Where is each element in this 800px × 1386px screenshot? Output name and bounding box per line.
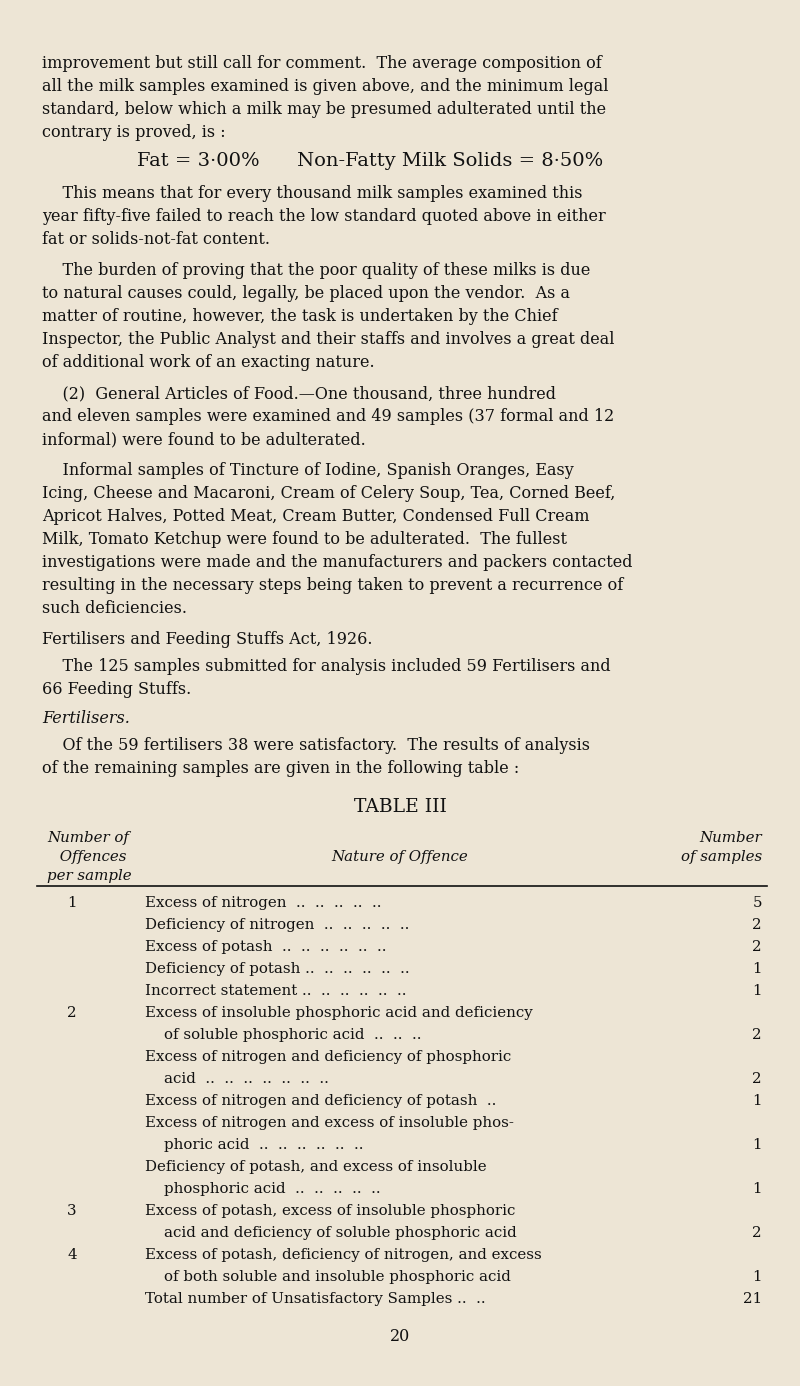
Text: to natural causes could, legally, be placed upon the vendor.  As a: to natural causes could, legally, be pla… (42, 286, 570, 302)
Text: phosphoric acid  ..  ..  ..  ..  ..: phosphoric acid .. .. .. .. .. (145, 1182, 381, 1196)
Text: Excess of nitrogen and deficiency of potash  ..: Excess of nitrogen and deficiency of pot… (145, 1094, 496, 1107)
Text: Excess of potash, excess of insoluble phosphoric: Excess of potash, excess of insoluble ph… (145, 1204, 515, 1218)
Text: Excess of nitrogen and deficiency of phosphoric: Excess of nitrogen and deficiency of pho… (145, 1051, 511, 1064)
Text: Fertilisers and Feeding Stuffs Act, 1926.: Fertilisers and Feeding Stuffs Act, 1926… (42, 631, 373, 649)
Text: 2: 2 (752, 1071, 762, 1087)
Text: matter of routine, however, the task is undertaken by the Chief: matter of routine, however, the task is … (42, 308, 558, 324)
Text: Icing, Cheese and Macaroni, Cream of Celery Soup, Tea, Corned Beef,: Icing, Cheese and Macaroni, Cream of Cel… (42, 485, 615, 502)
Text: 66 Feeding Stuffs.: 66 Feeding Stuffs. (42, 681, 191, 699)
Text: all the milk samples examined is given above, and the minimum legal: all the milk samples examined is given a… (42, 78, 609, 96)
Text: 2: 2 (752, 1028, 762, 1042)
Text: Excess of nitrogen  ..  ..  ..  ..  ..: Excess of nitrogen .. .. .. .. .. (145, 895, 382, 911)
Text: Excess of potash  ..  ..  ..  ..  ..  ..: Excess of potash .. .. .. .. .. .. (145, 940, 386, 954)
Text: year fifty-five failed to reach the low standard quoted above in either: year fifty-five failed to reach the low … (42, 208, 606, 225)
Text: Of the 59 fertilisers 38 were satisfactory.  The results of analysis: Of the 59 fertilisers 38 were satisfacto… (42, 737, 590, 754)
Text: of additional work of an exacting nature.: of additional work of an exacting nature… (42, 353, 374, 371)
Text: resulting in the necessary steps being taken to prevent a recurrence of: resulting in the necessary steps being t… (42, 577, 623, 595)
Text: 21: 21 (743, 1292, 762, 1306)
Text: phoric acid  ..  ..  ..  ..  ..  ..: phoric acid .. .. .. .. .. .. (145, 1138, 363, 1152)
Text: of both soluble and insoluble phosphoric acid: of both soluble and insoluble phosphoric… (145, 1270, 511, 1283)
Text: Fat = 3·00%      Non-Fatty Milk Solids = 8·50%: Fat = 3·00% Non-Fatty Milk Solids = 8·50… (137, 152, 603, 170)
Text: Deficiency of potash ..  ..  ..  ..  ..  ..: Deficiency of potash .. .. .. .. .. .. (145, 962, 410, 976)
Text: standard, below which a milk may be presumed adulterated until the: standard, below which a milk may be pres… (42, 101, 606, 118)
Text: 1: 1 (753, 1182, 762, 1196)
Text: improvement but still call for comment.  The average composition of: improvement but still call for comment. … (42, 55, 602, 72)
Text: (2)  General Articles of Food.—One thousand, three hundred: (2) General Articles of Food.—One thousa… (42, 385, 556, 402)
Text: per sample: per sample (47, 869, 132, 883)
Text: Apricot Halves, Potted Meat, Cream Butter, Condensed Full Cream: Apricot Halves, Potted Meat, Cream Butte… (42, 509, 590, 525)
Text: Excess of potash, deficiency of nitrogen, and excess: Excess of potash, deficiency of nitrogen… (145, 1247, 542, 1263)
Text: 2: 2 (752, 940, 762, 954)
Text: Milk, Tomato Ketchup were found to be adulterated.  The fullest: Milk, Tomato Ketchup were found to be ad… (42, 531, 567, 547)
Text: Total number of Unsatisfactory Samples ..  ..: Total number of Unsatisfactory Samples .… (145, 1292, 486, 1306)
Text: Deficiency of potash, and excess of insoluble: Deficiency of potash, and excess of inso… (145, 1160, 486, 1174)
Text: and eleven samples were examined and 49 samples (37 formal and 12: and eleven samples were examined and 49 … (42, 407, 614, 426)
Text: Fertilisers.: Fertilisers. (42, 710, 130, 728)
Text: Inspector, the Public Analyst and their staffs and involves a great deal: Inspector, the Public Analyst and their … (42, 331, 614, 348)
Text: Nature of Offence: Nature of Offence (332, 850, 468, 863)
Text: Number: Number (699, 832, 762, 845)
Text: Excess of nitrogen and excess of insoluble phos-: Excess of nitrogen and excess of insolub… (145, 1116, 514, 1130)
Text: acid and deficiency of soluble phosphoric acid: acid and deficiency of soluble phosphori… (145, 1227, 517, 1240)
Text: This means that for every thousand milk samples examined this: This means that for every thousand milk … (42, 184, 582, 202)
Text: 2: 2 (752, 1227, 762, 1240)
Text: fat or solids-not-fat content.: fat or solids-not-fat content. (42, 231, 270, 248)
Text: 1: 1 (753, 1094, 762, 1107)
Text: Informal samples of Tincture of Iodine, Spanish Oranges, Easy: Informal samples of Tincture of Iodine, … (42, 462, 574, 480)
Text: Number of: Number of (47, 832, 129, 845)
Text: The 125 samples submitted for analysis included 59 Fertilisers and: The 125 samples submitted for analysis i… (42, 658, 610, 675)
Text: 1: 1 (753, 1138, 762, 1152)
Text: of soluble phosphoric acid  ..  ..  ..: of soluble phosphoric acid .. .. .. (145, 1028, 422, 1042)
Text: Offences: Offences (55, 850, 126, 863)
Text: informal) were found to be adulterated.: informal) were found to be adulterated. (42, 431, 366, 448)
Text: 2: 2 (752, 918, 762, 931)
Text: 20: 20 (390, 1328, 410, 1344)
Text: 1: 1 (753, 962, 762, 976)
Text: TABLE III: TABLE III (354, 798, 446, 816)
Text: 2: 2 (67, 1006, 77, 1020)
Text: Incorrect statement ..  ..  ..  ..  ..  ..: Incorrect statement .. .. .. .. .. .. (145, 984, 406, 998)
Text: 4: 4 (67, 1247, 77, 1263)
Text: of samples: of samples (681, 850, 762, 863)
Text: 5: 5 (753, 895, 762, 911)
Text: contrary is proved, is :: contrary is proved, is : (42, 123, 226, 141)
Text: acid  ..  ..  ..  ..  ..  ..  ..: acid .. .. .. .. .. .. .. (145, 1071, 329, 1087)
Text: such deficiencies.: such deficiencies. (42, 600, 187, 617)
Text: Excess of insoluble phosphoric acid and deficiency: Excess of insoluble phosphoric acid and … (145, 1006, 533, 1020)
Text: 1: 1 (753, 984, 762, 998)
Text: of the remaining samples are given in the following table :: of the remaining samples are given in th… (42, 760, 519, 778)
Text: 1: 1 (67, 895, 77, 911)
Text: The burden of proving that the poor quality of these milks is due: The burden of proving that the poor qual… (42, 262, 590, 279)
Text: 3: 3 (67, 1204, 77, 1218)
Text: investigations were made and the manufacturers and packers contacted: investigations were made and the manufac… (42, 554, 633, 571)
Text: Deficiency of nitrogen  ..  ..  ..  ..  ..: Deficiency of nitrogen .. .. .. .. .. (145, 918, 410, 931)
Text: 1: 1 (753, 1270, 762, 1283)
